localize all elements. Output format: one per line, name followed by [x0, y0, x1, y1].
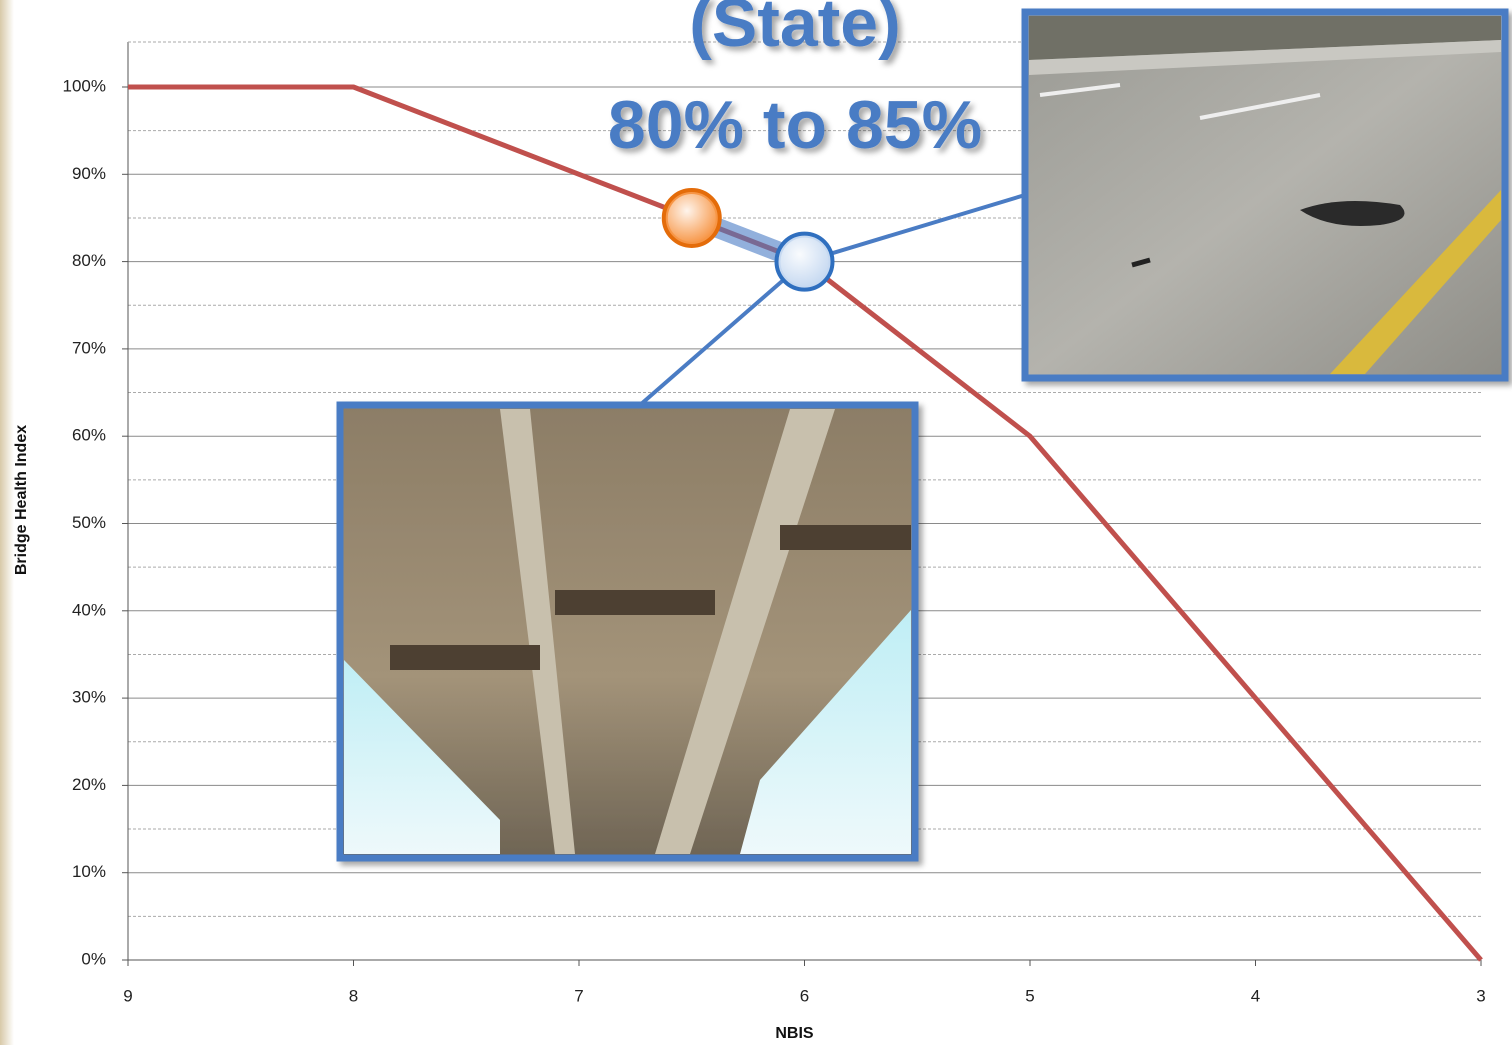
highlight-gloss [780, 237, 829, 286]
x-tick-label: 9 [123, 986, 132, 1005]
y-tick-label: 60% [72, 426, 106, 445]
y-axis-label: Bridge Health Index [13, 425, 30, 575]
y-tick-label: 50% [72, 513, 106, 532]
y-tick-label: 70% [72, 338, 106, 357]
overlay: (State) 80% to 85% [336, 0, 1509, 862]
x-tick-label: 7 [574, 986, 583, 1005]
x-tick-label: 8 [349, 986, 358, 1005]
y-tick-label: 0% [81, 949, 106, 968]
background-edge [0, 0, 14, 1045]
highlight-gloss [667, 193, 716, 242]
x-tick-label: 5 [1025, 986, 1034, 1005]
x-tick-label: 3 [1476, 986, 1485, 1005]
y-tick-label: 40% [72, 600, 106, 619]
photo-road [1021, 8, 1509, 382]
y-tick-label: 30% [72, 688, 106, 707]
y-tick-label: 90% [72, 164, 106, 183]
annotation: (State) [689, 0, 901, 61]
y-tick-label: 10% [72, 862, 106, 881]
x-tick-label: 4 [1251, 986, 1260, 1005]
photo-bridge [336, 401, 919, 862]
x-axis-label: NBIS [775, 1025, 814, 1042]
y-tick-label: 20% [72, 775, 106, 794]
connector [803, 193, 1026, 264]
x-tick-label: 6 [800, 986, 809, 1005]
connector [638, 260, 806, 407]
y-tick-label: 100% [63, 76, 106, 95]
y-tick-label: 80% [72, 251, 106, 270]
annotation: 80% to 85% [608, 87, 982, 163]
